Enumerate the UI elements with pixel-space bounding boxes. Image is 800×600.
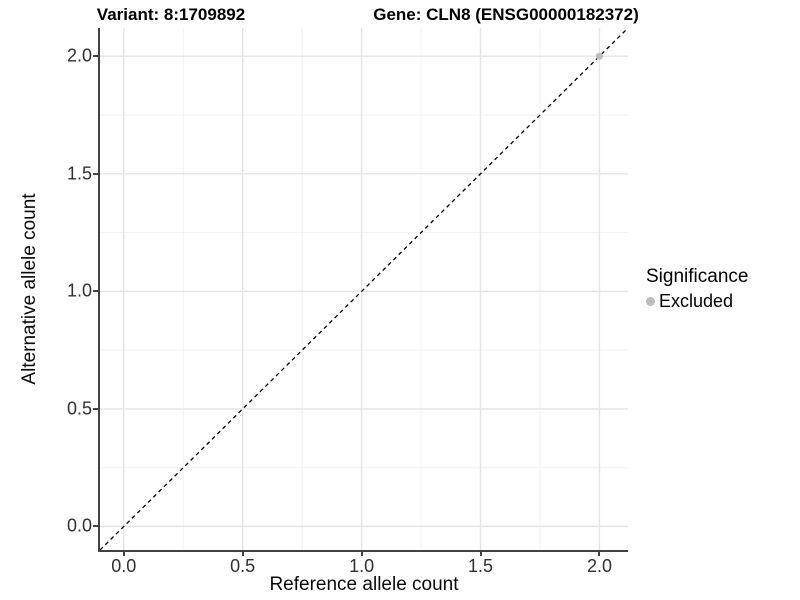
chart-canvas: [100, 28, 628, 550]
y-tick-label: 0.5: [66, 398, 92, 419]
y-tick-mark: [93, 525, 98, 528]
legend-item-label: Excluded: [659, 291, 734, 311]
y-tick-mark: [93, 172, 98, 175]
y-tick-label: 0.0: [66, 515, 92, 536]
x-tick-label: 0.0: [111, 556, 137, 576]
x-tick-mark: [598, 551, 601, 556]
x-tick-mark: [360, 551, 363, 556]
legend-key-dot-icon: [646, 297, 655, 306]
x-tick-label: 1.5: [468, 556, 494, 576]
plot-title-gene: Gene: CLN8 (ENSG00000182372): [373, 5, 639, 24]
y-tick-mark: [93, 290, 98, 293]
x-axis-title: Reference allele count: [269, 574, 459, 595]
legend-item: Excluded: [646, 291, 748, 312]
legend: Significance Excluded: [646, 266, 748, 312]
x-tick-mark: [122, 551, 125, 556]
y-tick-label: 2.0: [66, 45, 92, 66]
x-tick-label: 2.0: [586, 556, 612, 576]
x-tick-label: 0.5: [230, 556, 256, 576]
y-tick-label: 1.0: [66, 280, 92, 301]
plot-title-variant: Variant: 8:1709892: [96, 5, 246, 24]
plot-panel: [98, 28, 628, 552]
y-tick-mark: [93, 407, 98, 410]
x-tick-mark: [241, 551, 244, 556]
y-tick-label: 1.5: [66, 163, 92, 184]
data-point: [595, 52, 604, 60]
identity-line: [100, 28, 628, 550]
x-tick-label: 1.0: [349, 556, 375, 576]
legend-title: Significance: [646, 266, 749, 287]
x-tick-mark: [479, 551, 482, 556]
legend-items: Excluded: [646, 291, 748, 312]
y-axis-title: Alternative allele count: [19, 193, 40, 385]
y-tick-mark: [93, 55, 98, 58]
